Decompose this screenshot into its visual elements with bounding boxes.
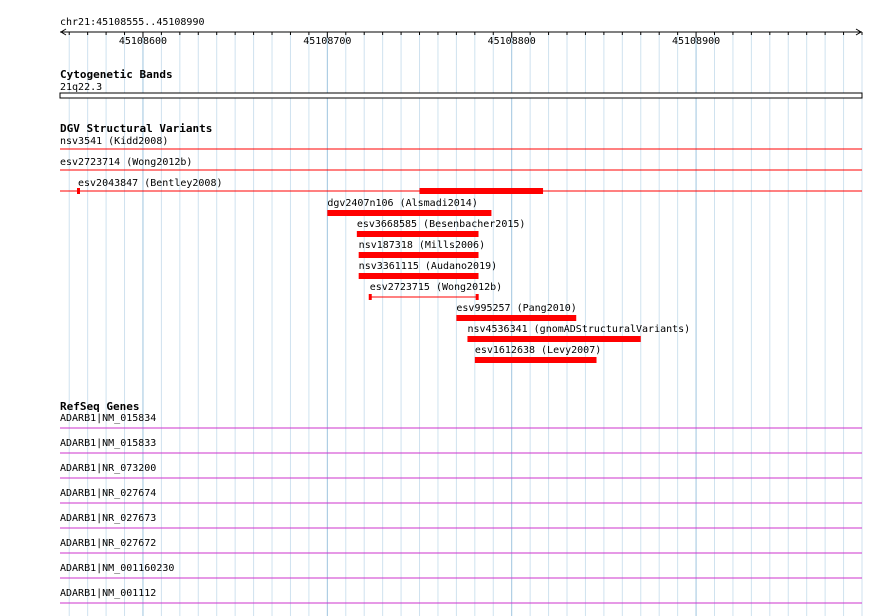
dgv-feature-bar[interactable]: [474, 357, 597, 363]
dgv-feature[interactable]: nsv4536341 (gnomADStructuralVariants): [467, 324, 690, 342]
coordinate-grid: [68, 34, 863, 616]
dgv-feature-label: esv2723715 (Wong2012b): [370, 282, 502, 293]
refseq-gene-label: ADARB1|NM_001160230: [60, 563, 174, 574]
refseq-gene[interactable]: ADARB1|NR_027672: [60, 538, 862, 554]
dgv-feature[interactable]: nsv3541 (Kidd2008): [60, 136, 862, 150]
cytoband-bar[interactable]: [59, 92, 863, 99]
dgv-feature[interactable]: nsv187318 (Mills2006): [358, 240, 485, 258]
refseq-gene-label: ADARB1|NR_027672: [60, 538, 156, 549]
ruler-tick-label: 45108600: [119, 36, 167, 47]
dgv-track[interactable]: DGV Structural Variants nsv3541 (Kidd200…: [60, 122, 862, 363]
dgv-feature-label: esv995257 (Pang2010): [456, 303, 576, 314]
dgv-feature-bar[interactable]: [456, 315, 577, 321]
refseq-gene-label: ADARB1|NM_015833: [60, 438, 156, 449]
dgv-feature-label: nsv187318 (Mills2006): [359, 240, 485, 251]
refseq-gene[interactable]: ADARB1|NR_027674: [60, 488, 862, 504]
track-title-dgv: DGV Structural Variants: [60, 122, 212, 135]
region-label: chr21:45108555..45108990: [60, 17, 205, 28]
dgv-feature[interactable]: esv1612638 (Levy2007): [474, 345, 601, 363]
dgv-feature[interactable]: esv3668585 (Besenbacher2015): [356, 219, 526, 237]
dgv-feature-label: nsv4536341 (gnomADStructuralVariants): [467, 324, 690, 335]
ruler-tick-label: 45108900: [672, 36, 720, 47]
ruler-tick-label: 45108800: [488, 36, 536, 47]
refseq-gene-label: ADARB1|NR_073200: [60, 463, 156, 474]
refseq-gene[interactable]: ADARB1|NM_015834: [60, 413, 862, 429]
dgv-feature-bar[interactable]: [419, 188, 544, 194]
dgv-feature[interactable]: esv995257 (Pang2010): [456, 303, 577, 321]
dgv-feature-endcap: [475, 294, 479, 300]
dgv-feature-label: esv1612638 (Levy2007): [475, 345, 601, 356]
scroll-right-arrow-icon[interactable]: [855, 28, 862, 36]
dgv-feature-label: nsv3541 (Kidd2008): [60, 136, 168, 147]
refseq-track[interactable]: RefSeq Genes ADARB1|NM_015834 ADARB1|NM_0…: [60, 400, 862, 604]
cytoband-label: 21q22.3: [60, 82, 102, 93]
track-title-cytoband: Cytogenetic Bands: [60, 68, 173, 81]
dgv-feature[interactable]: dgv2407n106 (Alsmadi2014): [327, 198, 492, 216]
dgv-feature-label: esv2723714 (Wong2012b): [60, 157, 192, 168]
dgv-feature-bar[interactable]: [358, 273, 479, 279]
dgv-feature-label: esv2043847 (Bentley2008): [78, 178, 223, 189]
dgv-feature[interactable]: esv2723714 (Wong2012b): [60, 157, 862, 171]
dgv-feature-label: esv3668585 (Besenbacher2015): [357, 219, 526, 230]
refseq-gene[interactable]: ADARB1|NM_015833: [60, 438, 862, 454]
dgv-feature-label: nsv3361115 (Audano2019): [359, 261, 497, 272]
refseq-gene[interactable]: ADARB1|NM_001112: [60, 588, 862, 604]
dgv-feature-bar[interactable]: [358, 252, 479, 258]
position-ruler[interactable]: chr21:45108555..45108990 45108600 4510870…: [60, 17, 863, 47]
refseq-gene-label: ADARB1|NR_027673: [60, 513, 156, 524]
dgv-feature-bar[interactable]: [467, 336, 641, 342]
dgv-feature[interactable]: esv2723715 (Wong2012b): [368, 282, 502, 300]
dgv-feature-bar[interactable]: [327, 210, 492, 216]
cytoband-track[interactable]: Cytogenetic Bands 21q22.3: [59, 68, 863, 99]
dgv-feature-endcap: [368, 294, 372, 300]
refseq-gene[interactable]: ADARB1|NR_073200: [60, 463, 862, 479]
dgv-feature-label: dgv2407n106 (Alsmadi2014): [327, 198, 478, 209]
refseq-gene[interactable]: ADARB1|NM_001160230: [60, 563, 862, 579]
dgv-feature-bar[interactable]: [356, 231, 479, 237]
dgv-feature[interactable]: nsv3361115 (Audano2019): [358, 261, 497, 279]
dgv-feature-endcap: [77, 188, 80, 194]
refseq-gene-label: ADARB1|NM_015834: [60, 413, 156, 424]
scroll-left-arrow-icon[interactable]: [60, 28, 67, 36]
track-title-refseq: RefSeq Genes: [60, 400, 139, 413]
ruler-ticks: 45108600 45108700 45108800 45108900: [68, 32, 863, 47]
dgv-feature[interactable]: esv2043847 (Bentley2008): [60, 178, 862, 194]
refseq-gene-label: ADARB1|NM_001112: [60, 588, 156, 599]
refseq-gene-label: ADARB1|NR_027674: [60, 488, 156, 499]
refseq-gene[interactable]: ADARB1|NR_027673: [60, 513, 862, 529]
ruler-tick-label: 45108700: [303, 36, 351, 47]
